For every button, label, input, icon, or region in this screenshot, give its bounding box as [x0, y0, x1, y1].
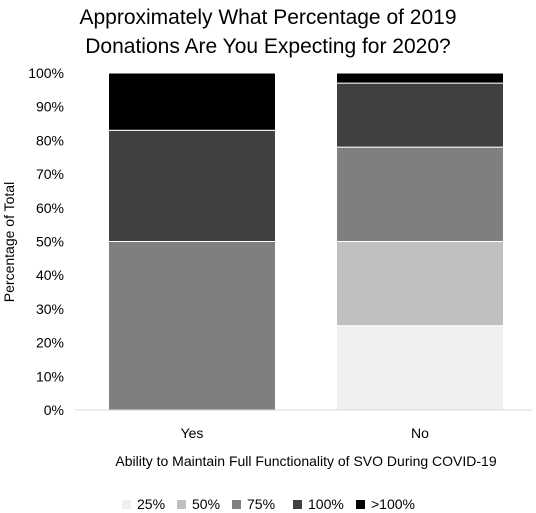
bar-segment-yes-100pct — [108, 129, 276, 242]
x-axis-label: Ability to Maintain Full Functionality o… — [115, 453, 496, 469]
y-tick-label: 60% — [36, 200, 64, 216]
legend: 25% 50% 75% 100% >100% — [0, 496, 536, 513]
legend-swatch — [122, 499, 131, 509]
legend-item: 25% — [122, 496, 165, 512]
chart-title-line-1: Approximately What Percentage of 2019 — [79, 6, 457, 29]
legend-label: 25% — [137, 496, 166, 512]
bar-segment-no-25pct — [336, 325, 504, 411]
x-axis-ticks: Yes No — [181, 425, 430, 441]
legend-item: 50% — [177, 496, 220, 512]
y-axis-ticks: 0% 10% 20% 30% 40% 50% 60% 70% 80% 90% 100% — [28, 65, 64, 418]
y-tick-label: 70% — [36, 166, 64, 182]
x-tick-label-no: No — [411, 425, 429, 441]
legend-label: 50% — [192, 496, 221, 512]
y-tick-label: 90% — [36, 99, 64, 115]
y-axis-label: Percentage of Total — [1, 182, 17, 302]
y-tick-label: 40% — [36, 267, 64, 283]
legend-swatch — [356, 499, 365, 509]
y-tick-label: 20% — [36, 335, 64, 351]
y-tick-label: 100% — [28, 65, 64, 81]
chart-title: Approximately What Percentage of 2019 Do… — [0, 3, 536, 61]
x-tick-label-yes: Yes — [181, 425, 204, 441]
bar-segment-no-75pct — [336, 146, 504, 242]
legend-swatch — [177, 499, 186, 509]
y-tick-label: 30% — [36, 301, 64, 317]
y-tick-label: 80% — [36, 132, 64, 148]
legend-label: 75% — [247, 496, 276, 512]
y-tick-label: 10% — [36, 368, 64, 384]
legend-swatch — [232, 499, 241, 509]
bar-segment-yes-100pct — [108, 72, 276, 131]
legend-item: >100% — [356, 496, 415, 512]
legend-swatch — [293, 499, 302, 509]
bar-segment-no-100pct — [336, 72, 504, 84]
y-tick-label: 0% — [44, 402, 64, 418]
bar-segment-no-100pct — [336, 82, 504, 148]
chart-title-line-2: Donations Are You Expecting for 2020? — [85, 35, 451, 58]
legend-label: >100% — [371, 496, 415, 512]
y-tick-label: 50% — [36, 234, 64, 250]
legend-item: 75% — [232, 496, 275, 512]
legend-label: 100% — [308, 496, 344, 512]
bar-segment-yes-75pct — [108, 241, 276, 411]
legend-item: 100% — [293, 496, 344, 512]
bars — [108, 72, 504, 411]
bar-segment-no-50pct — [336, 241, 504, 327]
